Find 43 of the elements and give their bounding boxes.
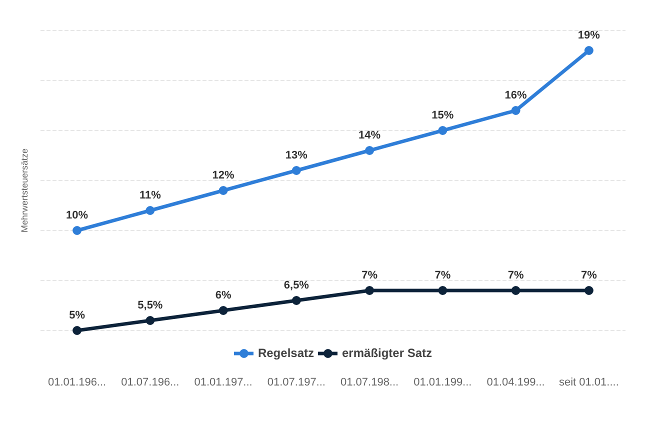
x-tick-label: 01.04.199... [486, 376, 545, 388]
data-label: 7% [434, 270, 451, 282]
point [72, 226, 82, 235]
point [146, 206, 155, 215]
data-label: 5,5% [138, 300, 163, 312]
point [292, 296, 301, 305]
point [365, 286, 374, 295]
data-label: 5% [69, 310, 86, 322]
x-tick-label: 01.01.197... [194, 376, 252, 388]
data-label: 7% [508, 270, 524, 282]
data-label: 7% [580, 270, 598, 282]
point [511, 286, 520, 295]
data-label: 13% [285, 150, 308, 162]
x-tick-label: seit 01.01.... [558, 376, 619, 388]
y-axis-title: Mehrwertsteuersätze [20, 148, 30, 233]
legend-label: Regelsatz [258, 346, 314, 360]
point [72, 326, 82, 335]
x-tick-label: 01.07.198... [340, 376, 399, 388]
point [584, 46, 594, 55]
point [438, 126, 448, 135]
point [365, 146, 374, 155]
data-label: 12% [212, 170, 235, 182]
x-tick-label: 01.01.199... [414, 376, 472, 388]
point [584, 286, 594, 295]
data-label: 7% [362, 270, 378, 282]
data-label: 19% [578, 30, 600, 42]
x-tick-label: 01.07.197... [267, 376, 326, 388]
point [292, 166, 301, 175]
data-label: 14% [358, 130, 381, 142]
data-label: 16% [504, 90, 528, 102]
point [511, 106, 520, 115]
point [218, 306, 228, 315]
data-label: 6% [215, 290, 232, 302]
x-tick-label: 01.07.196... [121, 376, 180, 388]
point [438, 286, 448, 295]
point [146, 316, 155, 325]
point [218, 186, 228, 195]
data-label: 15% [432, 110, 454, 122]
data-label: 10% [66, 210, 88, 222]
x-tick-label: 01.01.196... [48, 376, 106, 388]
legend-label: ermäßigter Satz [342, 346, 432, 360]
data-label: 11% [139, 190, 162, 202]
data-label: 6,5% [284, 280, 310, 292]
